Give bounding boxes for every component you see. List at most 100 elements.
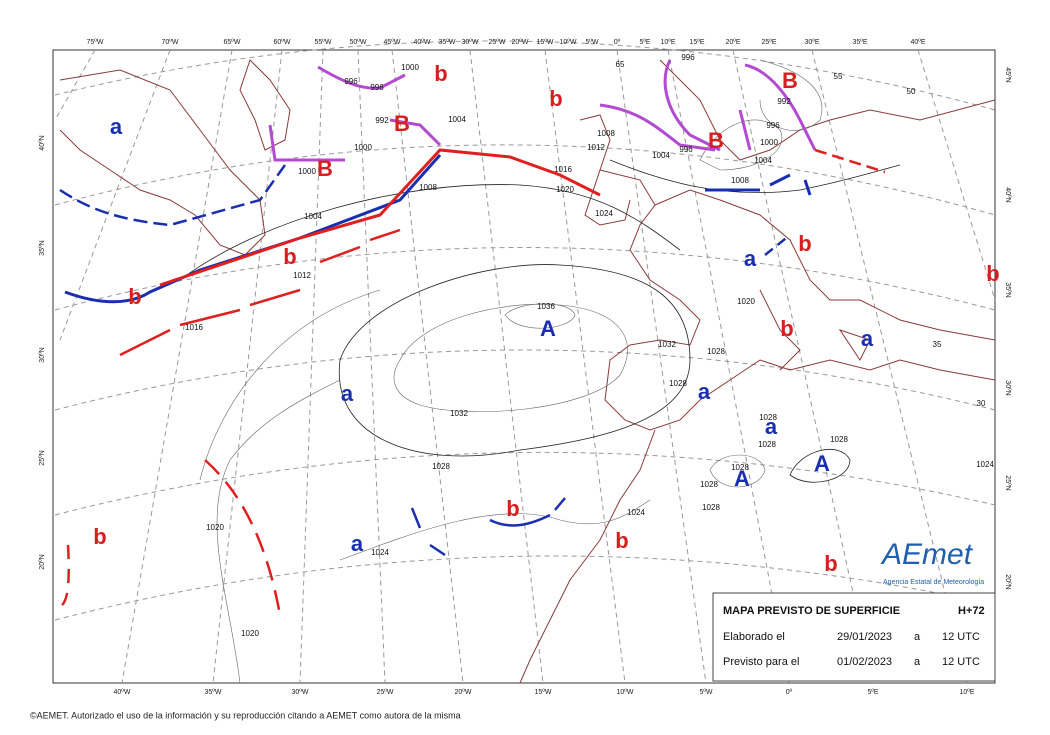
logo-name: AEmet — [880, 538, 974, 571]
info-lead-time: H+72 — [958, 605, 985, 617]
top-longitude: 65ºW — [224, 39, 241, 46]
isobar-label: 1012 — [293, 271, 311, 280]
left-latitude: 20ºN — [39, 554, 46, 569]
pressure-center: b — [824, 551, 837, 576]
isobars — [179, 59, 901, 684]
isobar-label: 1004 — [754, 156, 772, 165]
info-issued-label: Elaborado el — [723, 631, 785, 643]
isobar-label: 996 — [370, 83, 384, 92]
top-longitude: 40ºW — [414, 39, 431, 46]
isobar-label: 1020 — [241, 629, 259, 638]
isobar-label: 1028 — [700, 480, 718, 489]
top-longitude: 55ºW — [315, 39, 332, 46]
bottom-longitude: 35ºW — [205, 689, 222, 696]
isobar-label: 1004 — [304, 212, 322, 221]
isobar-label: 30 — [977, 399, 986, 408]
info-valid-label: Previsto para el — [723, 656, 799, 668]
bottom-longitude: 10ºW — [617, 689, 634, 696]
isobar-label: 1036 — [537, 302, 555, 311]
pressure-center: A — [734, 466, 750, 491]
top-longitude: 20ºW — [512, 39, 529, 46]
isobar-label: 1028 — [758, 440, 776, 449]
pressure-center: b — [549, 86, 562, 111]
pressure-center: a — [744, 246, 757, 271]
pressure-center: b — [798, 231, 811, 256]
top-longitude: 50ºW — [350, 39, 367, 46]
isobar-label: 1004 — [448, 115, 466, 124]
pressure-center: B — [782, 68, 798, 93]
right-latitude: 20ºN — [1004, 574, 1011, 589]
top-longitude: 25ºE — [761, 39, 776, 46]
pressure-center: B — [708, 128, 724, 153]
isobar-label: 1028 — [707, 347, 725, 356]
pressure-center: B — [317, 156, 333, 181]
info-valid-date: 01/02/2023 — [837, 656, 892, 668]
isobar-label: 1024 — [976, 460, 994, 469]
pressure-center: b — [128, 284, 141, 309]
isobar-label: 1020 — [206, 523, 224, 532]
top-longitude: 75ºW — [87, 39, 104, 46]
isobar-label: 992 — [777, 97, 791, 106]
isobar-label: 55 — [834, 72, 843, 81]
isobar-label: 65 — [616, 60, 625, 69]
bottom-longitude: 40ºW — [114, 689, 131, 696]
isobar-label: 1000 — [760, 138, 778, 147]
info-issued-time: 12 UTC — [942, 631, 980, 643]
fronts — [59, 59, 886, 616]
pressure-center: b — [506, 496, 519, 521]
isobar-label: 1000 — [354, 143, 372, 152]
isobar-label: 1028 — [731, 463, 749, 472]
info-title: MAPA PREVISTO DE SUPERFICIE — [723, 605, 900, 617]
pressure-center: a — [765, 414, 778, 439]
top-longitude: 30ºW — [462, 39, 479, 46]
isobar-label: 1028 — [702, 503, 720, 512]
bottom-longitude: 20ºW — [455, 689, 472, 696]
isobar-label: 996 — [679, 145, 693, 154]
isobar-label: 1020 — [737, 297, 755, 306]
top-longitude: 5ºW — [585, 39, 598, 46]
bottom-longitude: 5ºW — [699, 689, 712, 696]
pressure-center: b — [283, 244, 296, 269]
left-latitude: 30ºN — [39, 347, 46, 362]
top-longitude: 0º — [614, 39, 621, 46]
pressure-center: b — [615, 528, 628, 553]
top-longitude: 10ºE — [660, 39, 675, 46]
isobar-label: 1008 — [419, 183, 437, 192]
pressure-center: b — [434, 61, 447, 86]
pressure-center: b — [780, 316, 793, 341]
isobar-label: 1024 — [371, 548, 389, 557]
isobar-label: 1028 — [830, 435, 848, 444]
pressure-center: b — [93, 524, 106, 549]
isobar-label: 1016 — [185, 323, 203, 332]
pressure-center: a — [861, 326, 874, 351]
graticule — [54, 40, 996, 684]
pressure-center: A — [540, 316, 556, 341]
left-latitude: 25ºN — [39, 450, 46, 465]
left-latitude: 40ºN — [39, 135, 46, 150]
info-box — [712, 592, 996, 682]
isobar-label: 996 — [344, 77, 358, 86]
info-valid-at: a — [914, 656, 921, 668]
isobar-label: 35 — [933, 340, 942, 349]
labels: MAPA PREVISTO DE SUPERFICIE H+72 Elabora… — [30, 538, 985, 720]
top-longitude: 15ºW — [537, 39, 554, 46]
coastlines — [59, 59, 996, 684]
isobar-label: 1000 — [298, 167, 316, 176]
top-longitude: 35ºE — [852, 39, 867, 46]
top-longitude: 35ºW — [439, 39, 456, 46]
bottom-longitude: 0º — [786, 689, 793, 696]
isobar-label: 1024 — [627, 508, 645, 517]
top-longitude: 40ºE — [910, 39, 925, 46]
top-longitude: 5ºE — [639, 39, 650, 46]
pressure-center: b — [986, 261, 999, 286]
isobar-label: 1032 — [450, 409, 468, 418]
pressure-center: a — [110, 114, 123, 139]
right-latitude: 40ºN — [1004, 187, 1011, 202]
pressure-center: B — [394, 111, 410, 136]
right-latitude: 30ºN — [1004, 380, 1011, 395]
isobar-label: 1028 — [669, 379, 687, 388]
pressure-center: a — [341, 381, 354, 406]
pressure-center: a — [698, 379, 711, 404]
isobar-label: 1020 — [556, 185, 574, 194]
